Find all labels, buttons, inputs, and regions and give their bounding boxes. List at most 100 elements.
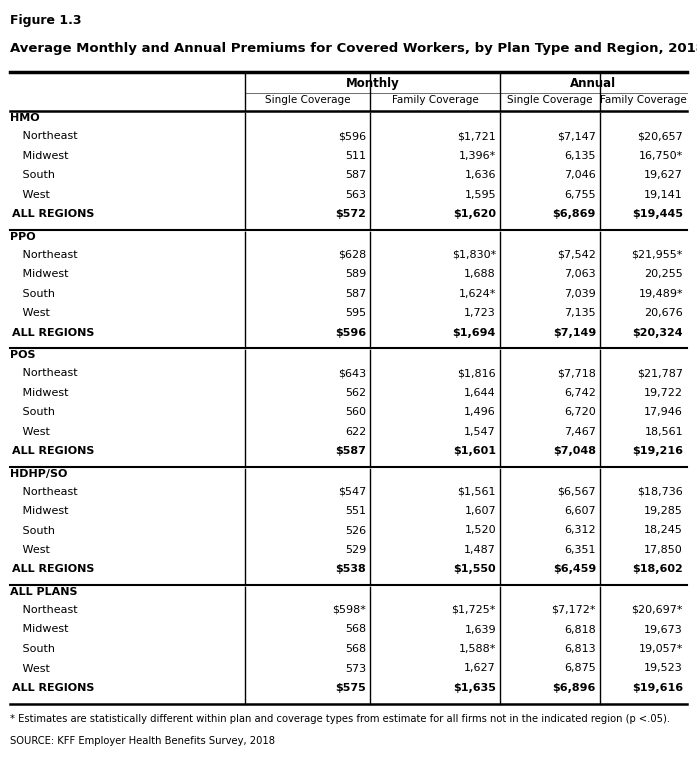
Text: $596: $596 <box>335 327 366 337</box>
Text: $21,955*: $21,955* <box>631 249 683 259</box>
Text: $575: $575 <box>335 683 366 693</box>
Text: 1,624*: 1,624* <box>459 288 496 298</box>
Text: $7,172*: $7,172* <box>551 605 596 615</box>
Text: $1,725*: $1,725* <box>452 605 496 615</box>
Text: 563: 563 <box>345 190 366 200</box>
Text: Midwest: Midwest <box>12 269 68 279</box>
Text: ALL REGIONS: ALL REGIONS <box>12 209 94 219</box>
Text: West: West <box>12 308 50 318</box>
Text: 568: 568 <box>345 644 366 654</box>
Text: $538: $538 <box>335 565 366 575</box>
Text: 551: 551 <box>345 506 366 516</box>
Text: 6,135: 6,135 <box>565 151 596 161</box>
Text: 622: 622 <box>345 427 366 437</box>
Text: West: West <box>12 663 50 673</box>
Text: ALL REGIONS: ALL REGIONS <box>12 683 94 693</box>
Text: 1,396*: 1,396* <box>459 151 496 161</box>
Text: South: South <box>12 288 55 298</box>
Text: 1,607: 1,607 <box>464 506 496 516</box>
Text: SOURCE: KFF Employer Health Benefits Survey, 2018: SOURCE: KFF Employer Health Benefits Sur… <box>10 735 275 746</box>
Text: 6,818: 6,818 <box>565 624 596 634</box>
Text: $1,694: $1,694 <box>452 327 496 337</box>
Text: * Estimates are statistically different within plan and coverage types from esti: * Estimates are statistically different … <box>10 714 670 724</box>
Text: $7,149: $7,149 <box>553 327 596 337</box>
Text: $20,697*: $20,697* <box>631 605 683 615</box>
Text: 562: 562 <box>345 388 366 398</box>
Text: 20,255: 20,255 <box>644 269 683 279</box>
Text: $598*: $598* <box>332 605 366 615</box>
Text: $587: $587 <box>335 446 366 456</box>
Text: West: West <box>12 427 50 437</box>
Text: ALL REGIONS: ALL REGIONS <box>12 446 94 456</box>
Text: West: West <box>12 545 50 555</box>
Text: $7,718: $7,718 <box>557 368 596 378</box>
Text: ALL REGIONS: ALL REGIONS <box>12 327 94 337</box>
Text: 587: 587 <box>345 288 366 298</box>
Text: PPO: PPO <box>10 232 36 242</box>
Text: Northeast: Northeast <box>12 368 77 378</box>
Text: $1,721: $1,721 <box>457 131 496 141</box>
Text: 1,588*: 1,588* <box>459 644 496 654</box>
Text: $7,147: $7,147 <box>557 131 596 141</box>
Text: $1,561: $1,561 <box>457 487 496 496</box>
Text: 568: 568 <box>345 624 366 634</box>
Text: $1,816: $1,816 <box>457 368 496 378</box>
Text: Family Coverage: Family Coverage <box>392 95 478 105</box>
Text: $20,657: $20,657 <box>637 131 683 141</box>
Text: $6,869: $6,869 <box>553 209 596 219</box>
Text: 19,141: 19,141 <box>644 190 683 200</box>
Text: 16,750*: 16,750* <box>638 151 683 161</box>
Text: $628: $628 <box>338 249 366 259</box>
Text: HDHP/SO: HDHP/SO <box>10 468 68 478</box>
Text: POS: POS <box>10 350 36 360</box>
Text: $7,048: $7,048 <box>553 446 596 456</box>
Text: 19,285: 19,285 <box>644 506 683 516</box>
Text: 6,813: 6,813 <box>565 644 596 654</box>
Text: 7,135: 7,135 <box>565 308 596 318</box>
Text: Midwest: Midwest <box>12 506 68 516</box>
Text: $1,550: $1,550 <box>453 565 496 575</box>
Text: Figure 1.3: Figure 1.3 <box>10 14 82 27</box>
Text: 7,046: 7,046 <box>565 170 596 180</box>
Text: Midwest: Midwest <box>12 388 68 398</box>
Text: $7,542: $7,542 <box>557 249 596 259</box>
Text: Annual: Annual <box>570 77 617 90</box>
Text: 6,875: 6,875 <box>565 663 596 673</box>
Text: 19,627: 19,627 <box>644 170 683 180</box>
Text: Midwest: Midwest <box>12 624 68 634</box>
Text: 1,723: 1,723 <box>464 308 496 318</box>
Text: 1,636: 1,636 <box>464 170 496 180</box>
Text: 6,755: 6,755 <box>565 190 596 200</box>
Text: $6,896: $6,896 <box>553 683 596 693</box>
Text: 18,245: 18,245 <box>644 526 683 536</box>
Text: Average Monthly and Annual Premiums for Covered Workers, by Plan Type and Region: Average Monthly and Annual Premiums for … <box>10 42 697 55</box>
Text: $1,635: $1,635 <box>453 683 496 693</box>
Text: $19,616: $19,616 <box>632 683 683 693</box>
Text: 19,673: 19,673 <box>644 624 683 634</box>
Text: 6,312: 6,312 <box>565 526 596 536</box>
Text: Single Coverage: Single Coverage <box>507 95 592 105</box>
Text: $6,459: $6,459 <box>553 565 596 575</box>
Text: 19,489*: 19,489* <box>638 288 683 298</box>
Text: 1,688: 1,688 <box>464 269 496 279</box>
Text: 17,946: 17,946 <box>644 407 683 417</box>
Text: Northeast: Northeast <box>12 605 77 615</box>
Text: South: South <box>12 407 55 417</box>
Text: $19,445: $19,445 <box>632 209 683 219</box>
Text: 7,039: 7,039 <box>565 288 596 298</box>
Text: 6,742: 6,742 <box>564 388 596 398</box>
Text: 20,676: 20,676 <box>644 308 683 318</box>
Text: HMO: HMO <box>10 113 40 123</box>
Text: 19,722: 19,722 <box>644 388 683 398</box>
Text: 6,351: 6,351 <box>565 545 596 555</box>
Text: $6,567: $6,567 <box>558 487 596 496</box>
Text: $547: $547 <box>338 487 366 496</box>
Text: $643: $643 <box>338 368 366 378</box>
Text: $1,601: $1,601 <box>453 446 496 456</box>
Text: 1,595: 1,595 <box>464 190 496 200</box>
Text: $21,787: $21,787 <box>637 368 683 378</box>
Text: 511: 511 <box>345 151 366 161</box>
Text: 1,627: 1,627 <box>464 663 496 673</box>
Text: $20,324: $20,324 <box>632 327 683 337</box>
Text: 7,063: 7,063 <box>565 269 596 279</box>
